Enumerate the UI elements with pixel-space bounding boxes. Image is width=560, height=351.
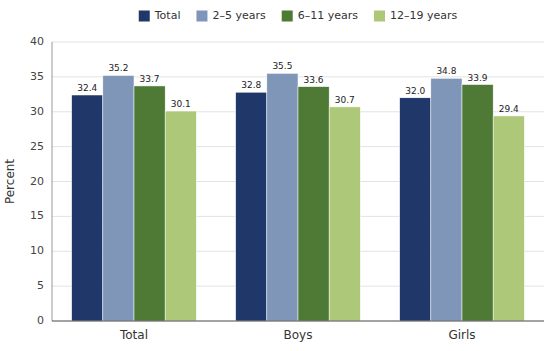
legend-item: Total: [139, 9, 181, 22]
y-tick-label: 20: [30, 175, 44, 188]
bar: [400, 98, 431, 321]
bar: [431, 78, 462, 321]
legend-label: 12–19 years: [390, 9, 458, 22]
legend-swatch: [196, 11, 207, 22]
data-labels: 32.4 32.8 32.0 35.2 35.5 34.8 33.7 33.6 33.9 30.1…: [77, 61, 519, 114]
y-tick-label: 30: [30, 105, 44, 118]
bar: [134, 86, 165, 321]
bar: [493, 116, 524, 321]
legend-item: 12–19 years: [374, 9, 458, 22]
bar: [165, 111, 196, 321]
legend-label: 2–5 years: [212, 9, 266, 22]
legend-label: Total: [154, 9, 181, 22]
bar: [236, 92, 267, 321]
bars: [72, 73, 525, 321]
legend-swatch: [282, 11, 293, 22]
x-tick-label: Total: [119, 328, 148, 342]
bar: [103, 75, 134, 321]
data-label: 30.1: [171, 99, 191, 109]
data-label: 34.8: [436, 66, 456, 76]
data-label: 32.4: [77, 83, 97, 93]
y-tick-label: 40: [30, 35, 44, 48]
x-axis-line: [52, 321, 544, 322]
grid: [52, 42, 544, 321]
legend: Total 2–5 years 6–11 years 12–19 years: [139, 9, 458, 22]
data-label: 33.9: [468, 73, 488, 83]
grid-line: [52, 42, 544, 43]
x-tick-label: Girls: [448, 328, 475, 342]
y-tick-label: 35: [30, 70, 44, 83]
data-label: 33.6: [304, 75, 324, 85]
bar: [462, 85, 493, 321]
data-label: 33.7: [140, 74, 160, 84]
data-label: 30.7: [335, 95, 355, 105]
legend-swatch: [139, 11, 150, 22]
data-label: 29.4: [499, 104, 519, 114]
y-tick-label: 10: [30, 244, 44, 257]
y-tick-label: 0: [37, 314, 44, 327]
legend-item: 6–11 years: [282, 9, 359, 22]
data-label: 32.8: [241, 80, 261, 90]
y-tick-label: 25: [30, 140, 44, 153]
y-tick-label: 5: [37, 279, 44, 292]
legend-item: 2–5 years: [196, 9, 266, 22]
chart: 0 5 10 15 20 25 30 35 40 32.4 32.8 32.0 35.2 35.5 34.8…: [0, 0, 560, 351]
data-label: 35.2: [108, 63, 128, 73]
y-axis-line: [52, 42, 53, 321]
y-axis-label: Percent: [3, 159, 17, 204]
grid-line: [52, 321, 544, 322]
data-label: 32.0: [405, 86, 425, 96]
x-tick-label: Boys: [284, 328, 313, 342]
legend-label: 6–11 years: [298, 9, 359, 22]
bar: [72, 95, 103, 321]
y-tick-label: 15: [30, 209, 44, 222]
bar: [298, 87, 329, 321]
data-label: 35.5: [272, 61, 292, 71]
bar: [329, 107, 360, 321]
legend-swatch: [374, 11, 385, 22]
bar: [267, 73, 298, 321]
